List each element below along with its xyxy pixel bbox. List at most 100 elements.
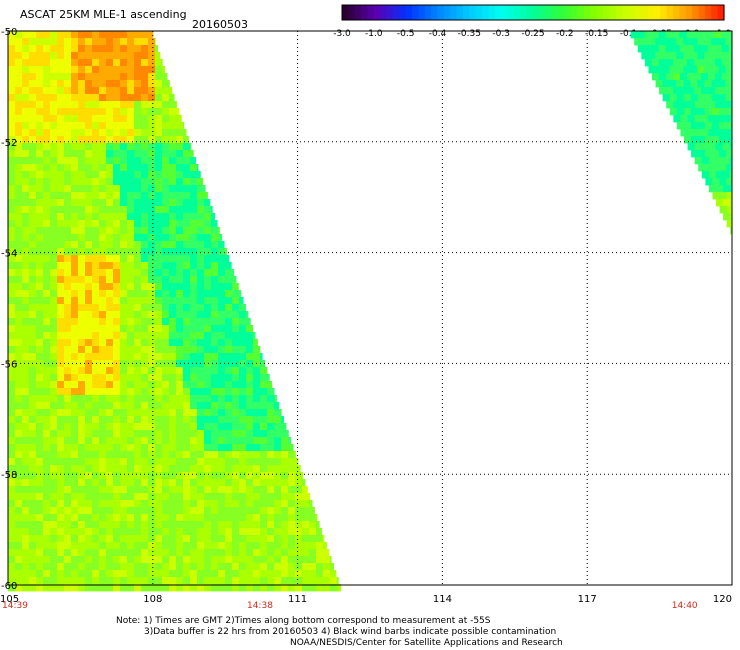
heatmap-cell (43, 479, 51, 487)
heatmap-cell (85, 556, 93, 564)
heatmap-cell (43, 178, 51, 186)
heatmap-cell (50, 346, 58, 354)
heatmap-cell (99, 304, 107, 312)
heatmap-cell (246, 318, 251, 326)
heatmap-cell (85, 108, 93, 116)
heatmap-cell (232, 332, 240, 340)
heatmap-cell (141, 388, 149, 396)
heatmap-cell (719, 136, 727, 144)
heatmap-cell (36, 66, 44, 74)
heatmap-cell (239, 290, 242, 298)
heatmap-cell (197, 486, 205, 494)
heatmap-cell (15, 213, 23, 221)
heatmap-cell (239, 332, 247, 340)
heatmap-cell (36, 255, 44, 263)
heatmap-cell (697, 94, 706, 102)
heatmap-cell (232, 395, 240, 403)
colorbar-cell (456, 5, 464, 20)
heatmap-cell (113, 178, 121, 186)
heatmap-cell (106, 206, 114, 214)
heatmap-cell (113, 283, 121, 291)
heatmap-cell (183, 304, 191, 312)
heatmap-cell (162, 353, 170, 361)
heatmap-cell (106, 143, 114, 151)
heatmap-cell (225, 353, 233, 361)
heatmap-cell (78, 465, 86, 473)
heatmap-cell (64, 213, 72, 221)
heatmap-cell (323, 542, 327, 550)
heatmap-cell (253, 409, 261, 417)
heatmap-cell (134, 563, 142, 571)
heatmap-cell (57, 570, 65, 578)
heatmap-cell (113, 206, 121, 214)
heatmap-cell (714, 73, 723, 81)
heatmap-cell (239, 388, 247, 396)
heatmap-cell (57, 451, 65, 459)
heatmap-cell (260, 570, 268, 578)
heatmap-cell (190, 290, 198, 298)
heatmap-cell (106, 458, 114, 466)
heatmap-cell (8, 430, 16, 438)
heatmap-cell (8, 122, 16, 130)
heatmap-cell (120, 332, 128, 340)
heatmap-cell (8, 297, 16, 305)
heatmap-cell (134, 227, 142, 235)
heatmap-cell (71, 353, 79, 361)
heatmap-cell (78, 129, 86, 137)
colorbar-cell (704, 5, 712, 20)
heatmap-cell (36, 318, 44, 326)
heatmap-cell (71, 318, 79, 326)
heatmap-cell (120, 248, 128, 256)
heatmap-cell (50, 514, 58, 522)
heatmap-cell (246, 507, 254, 515)
heatmap-cell (190, 213, 198, 221)
heatmap-cell (218, 577, 226, 585)
heatmap-cell (197, 297, 205, 305)
heatmap-cell (204, 570, 212, 578)
heatmap-cell (260, 381, 268, 389)
heatmap-cell (43, 115, 51, 123)
heatmap-cell (197, 465, 205, 473)
heatmap-cell (658, 59, 667, 67)
heatmap-cell (29, 493, 37, 501)
heatmap-cell (127, 150, 135, 158)
heatmap-cell (106, 570, 114, 578)
heatmap-cell (64, 563, 72, 571)
heatmap-cell (8, 451, 16, 459)
heatmap-cell (701, 129, 709, 137)
heatmap-cell (113, 269, 121, 277)
heatmap-cell (127, 535, 135, 543)
heatmap-cell (29, 388, 37, 396)
y-tick-label: -60 (1, 581, 17, 592)
heatmap-cell (281, 486, 289, 494)
heatmap-cell (722, 87, 730, 95)
heatmap-cell (64, 45, 72, 53)
heatmap-cell (127, 129, 135, 137)
heatmap-cell (225, 444, 233, 452)
heatmap-cell (218, 388, 226, 396)
heatmap-cell (99, 535, 107, 543)
heatmap-cell (162, 367, 170, 375)
heatmap-cell (57, 402, 65, 410)
heatmap-cell (134, 367, 142, 375)
heatmap-cell (162, 143, 170, 151)
heatmap-cell (92, 262, 100, 270)
heatmap-cell (85, 262, 93, 270)
heatmap-cell (232, 451, 240, 459)
heatmap-cell (141, 304, 149, 312)
chart-date: 20160503 (192, 18, 248, 31)
heatmap-cell (148, 227, 156, 235)
heatmap-cell (43, 486, 51, 494)
heatmap-cell (218, 570, 226, 578)
heatmap-cell (697, 80, 705, 88)
heatmap-cell (267, 528, 275, 536)
heatmap-cell (197, 416, 205, 424)
heatmap-cell (239, 472, 247, 480)
heatmap-cell (78, 52, 86, 60)
heatmap-cell (141, 430, 149, 438)
heatmap-cell (120, 199, 128, 207)
heatmap-cell (246, 556, 254, 564)
heatmap-cell (29, 297, 37, 305)
heatmap-cell (92, 164, 100, 172)
